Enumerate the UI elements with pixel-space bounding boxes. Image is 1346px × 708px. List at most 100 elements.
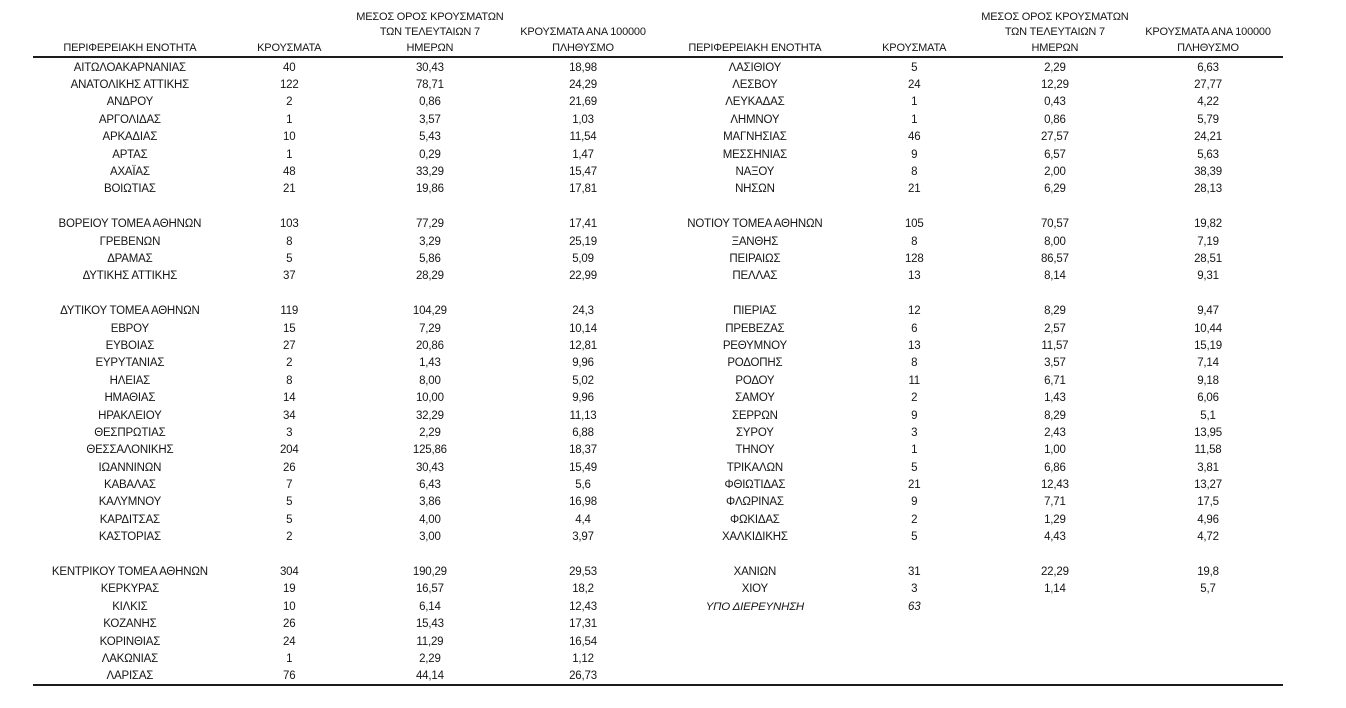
cell-region: ΗΡΑΚΛΕΙΟΥ (98, 409, 162, 422)
cell-avg7 (977, 598, 1133, 615)
cell-cases: 5 (911, 531, 918, 544)
table-row: ΛΗΜΝΟΥ 1 0,86 5,79 (658, 111, 1283, 128)
cell-cases: 76 (283, 670, 296, 683)
left-table-header: ΠΕΡΙΦΕΡΕΙΑΚΗ ΕΝΟΤΗΤΑ ΚΡΟΥΣΜΑΤΑ ΜΕΣΟΣ ΟΡΟ… (33, 8, 658, 56)
cell-avg7: 8,14 (1044, 270, 1066, 283)
table-row: ΡΟΔΟΠΗΣ 8 3,57 7,14 (658, 355, 1283, 372)
cell-cases: 8 (286, 374, 293, 387)
cell-cases: 6 (911, 322, 918, 335)
cell-per100k: 9,96 (572, 392, 594, 405)
cell-per100k: 1,47 (572, 148, 594, 161)
cell-cases: 1 (286, 652, 293, 665)
cell-region: ΚΟΡΙΝΘΙΑΣ (99, 635, 161, 648)
cell-per100k: 11,58 (1194, 444, 1222, 457)
cell-avg7: 2,43 (1044, 426, 1066, 439)
cell-per100k (508, 198, 658, 215)
cell-region: ΠΙΕΡΙΑΣ (733, 305, 777, 318)
cell-cases: 26 (283, 618, 296, 631)
cell-per100k: 17,41 (569, 218, 597, 231)
cell-avg7: 15,43 (415, 618, 444, 631)
column-header-region-label: ΠΕΡΙΦΕΡΕΙΑΚΗ ΕΝΟΤΗΤΑ (688, 41, 822, 54)
cell-per100k: 27,77 (1194, 79, 1222, 92)
cell-avg7: 28,29 (415, 270, 444, 283)
cell-per100k: 5,02 (572, 374, 594, 387)
cell-per100k: 6,63 (1197, 61, 1219, 74)
cell-avg7: 86,57 (1040, 252, 1069, 265)
cell-region: ΚΑΛΥΜΝΟΥ (98, 496, 162, 509)
cell-per100k: 13,95 (1194, 426, 1222, 439)
cell-region: ΡΕΘΥΜΝΟΥ (722, 339, 787, 352)
cell-per100k: 9,31 (1197, 270, 1219, 283)
cell-region: ΜΑΓΝΗΣΙΑΣ (723, 131, 787, 144)
cell-per100k: 7,19 (1197, 235, 1219, 248)
cell-avg7 (977, 546, 1133, 563)
cell-per100k: 4,4 (575, 513, 591, 526)
cell-avg7: 6,14 (419, 600, 441, 613)
cell-per100k: 17,81 (569, 183, 597, 196)
cell-cases: 15 (283, 322, 296, 335)
cell-avg7 (352, 198, 508, 215)
column-header-region: ΠΕΡΙΦΕΡΕΙΑΚΗ ΕΝΟΤΗΤΑ (658, 8, 852, 56)
cell-region (33, 546, 227, 563)
per100k-header-line1: ΚΡΟΥΣΜΑΤΑ ΑΝΑ 100000 (520, 26, 646, 38)
cell-region: ΥΠΟ ΔΙΕΡΕΥΝΗΣΗ (705, 600, 805, 613)
cell-avg7: 1,43 (1044, 392, 1066, 405)
cell-region: ΚΕΡΚΥΡΑΣ (100, 583, 160, 596)
cell-region: ΕΒΡΟΥ (110, 322, 149, 335)
cell-cases: 34 (283, 409, 296, 422)
cell-avg7: 32,29 (415, 409, 444, 422)
cell-per100k: 22,99 (569, 270, 597, 283)
cell-per100k: 10,14 (569, 322, 597, 335)
cell-per100k: 5,6 (575, 479, 591, 492)
table-row: ΕΥΡΥΤΑΝΙΑΣ 2 1,43 9,96 (33, 355, 658, 372)
cell-region: ΦΛΩΡΙΝΑΣ (725, 496, 784, 509)
cell-cases: 63 (908, 600, 921, 613)
cell-avg7: 6,43 (419, 479, 441, 492)
right-table: ΠΕΡΙΦΕΡΕΙΑΚΗ ΕΝΟΤΗΤΑ ΚΡΟΥΣΜΑΤΑ ΜΕΣΟΣ ΟΡΟ… (658, 8, 1283, 616)
cell-region: ΤΡΙΚΑΛΩΝ (726, 461, 783, 474)
cell-cases: 8 (911, 235, 918, 248)
cell-region (33, 198, 227, 215)
cell-avg7: 70,57 (1040, 218, 1069, 231)
cell-avg7: 0,86 (1044, 113, 1066, 126)
cell-per100k: 6,88 (572, 426, 594, 439)
column-header-region: ΠΕΡΙΦΕΡΕΙΑΚΗ ΕΝΟΤΗΤΑ (33, 8, 227, 56)
cell-avg7: 12,29 (1040, 79, 1069, 92)
cell-region: ΠΕΛΛΑΣ (732, 270, 778, 283)
table-row: ΠΡΕΒΕΖΑΣ 6 2,57 10,44 (658, 320, 1283, 337)
column-header-per100k: ΚΡΟΥΣΜΑΤΑ ΑΝΑ 100000 ΠΛΗΘΥΣΜΟ (508, 8, 658, 56)
table-row: ΜΕΣΣΗΝΙΑΣ 9 6,57 5,63 (658, 146, 1283, 163)
cell-region: ΛΗΜΝΟΥ (730, 113, 780, 126)
left-table-body: ΑΙΤΩΛΟΑΚΑΡΝΑΝΙΑΣ 40 30,43 18,98 ΑΝΑΤΟΛΙΚΗΣ Α… (33, 59, 658, 685)
cell-avg7: 104,29 (412, 305, 447, 318)
cell-region: ΓΡΕΒΕΝΩΝ (99, 235, 161, 248)
cell-per100k: 9,18 (1197, 374, 1219, 387)
table-row: ΣΥΡΟΥ 3 2,43 13,95 (658, 424, 1283, 441)
cell-per100k: 7,14 (1197, 357, 1219, 370)
cell-cases: 2 (911, 392, 918, 405)
cell-per100k: 15,47 (569, 166, 597, 179)
cell-per100k: 4,96 (1197, 513, 1219, 526)
cell-cases (852, 198, 977, 215)
cell-avg7: 44,14 (415, 670, 444, 683)
table-row: ΚΕΡΚΥΡΑΣ 19 16,57 18,2 (33, 581, 658, 598)
cell-avg7: 12,43 (1040, 479, 1069, 492)
table-row: ΔΥΤΙΚΗΣ ΑΤΤΙΚΗΣ 37 28,29 22,99 (33, 268, 658, 285)
left-table: ΠΕΡΙΦΕΡΕΙΑΚΗ ΕΝΟΤΗΤΑ ΚΡΟΥΣΜΑΤΑ ΜΕΣΟΣ ΟΡΟ… (33, 8, 658, 685)
table-row: ΦΩΚΙΔΑΣ 2 1,29 4,96 (658, 511, 1283, 528)
cell-avg7: 2,00 (1044, 166, 1066, 179)
cell-cases: 119 (280, 305, 299, 318)
right-table-header: ΠΕΡΙΦΕΡΕΙΑΚΗ ΕΝΟΤΗΤΑ ΚΡΟΥΣΜΑΤΑ ΜΕΣΟΣ ΟΡΟ… (658, 8, 1283, 56)
cell-cases: 8 (911, 357, 918, 370)
cell-avg7: 3,57 (419, 113, 441, 126)
cell-cases: 2 (911, 513, 918, 526)
cell-region: ΑΝΔΡΟΥ (106, 96, 154, 109)
table-row: ΙΩΑΝΝΙΝΩΝ 26 30,43 15,49 (33, 459, 658, 476)
table-row: ΔΡΑΜΑΣ 5 5,86 5,09 (33, 250, 658, 267)
table-row: ΚΟΖΑΝΗΣ 26 15,43 17,31 (33, 616, 658, 633)
cell-region: ΣΕΡΡΩΝ (731, 409, 778, 422)
cell-cases: 10 (283, 131, 296, 144)
cell-cases: 3 (911, 583, 918, 596)
cell-avg7: 6,57 (1044, 148, 1066, 161)
cell-cases: 40 (283, 61, 296, 74)
